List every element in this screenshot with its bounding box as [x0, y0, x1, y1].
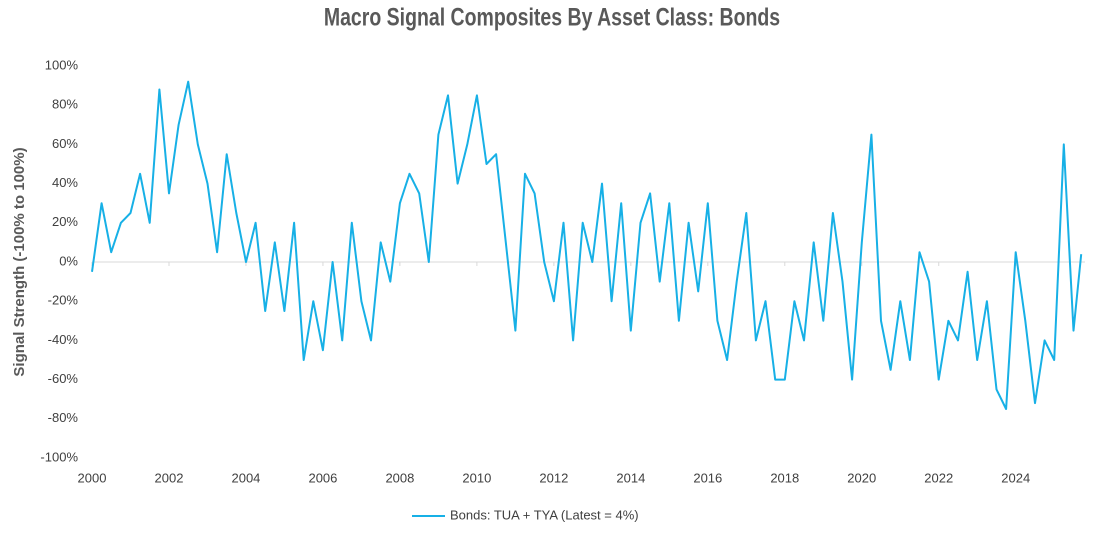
y-tick-label: -60% [48, 371, 79, 386]
y-tick-label: 100% [45, 57, 79, 72]
x-tick-label: 2018 [770, 470, 799, 485]
legend-label: Bonds: TUA + TYA (Latest = 4%) [450, 507, 639, 522]
x-tick-label: 2012 [539, 470, 568, 485]
y-tick-label: -80% [48, 410, 79, 425]
x-tick-label: 2008 [385, 470, 414, 485]
x-tick-label: 2024 [1001, 470, 1030, 485]
x-tick-label: 2014 [616, 470, 645, 485]
chart-title: Macro Signal Composites By Asset Class: … [324, 3, 780, 31]
y-tick-label: 40% [52, 175, 78, 190]
x-tick-label: 2016 [693, 470, 722, 485]
y-tick-label: -100% [40, 449, 78, 464]
x-tick-label: 2006 [308, 470, 337, 485]
y-tick-label: 60% [52, 136, 78, 151]
y-tick-label: -20% [48, 293, 79, 308]
x-tick-label: 2004 [231, 470, 260, 485]
y-tick-label: -40% [48, 332, 79, 347]
series-line [91, 80, 1083, 410]
x-tick-label: 2022 [924, 470, 953, 485]
x-tick-label: 2010 [462, 470, 491, 485]
y-tick-label: 0% [59, 253, 78, 268]
x-tick-label: 2002 [155, 470, 184, 485]
y-tick-label: 20% [52, 214, 78, 229]
y-axis-label: Signal Strength (-100% to 100%) [11, 147, 28, 376]
x-tick-label: 2000 [78, 470, 107, 485]
x-tick-label: 2020 [847, 470, 876, 485]
y-tick-label: 80% [52, 97, 78, 112]
